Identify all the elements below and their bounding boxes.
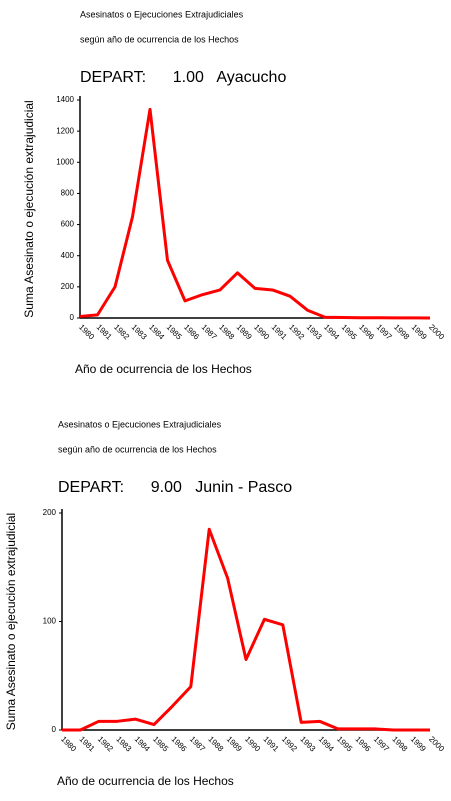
y-tick-label: 1000 bbox=[56, 157, 74, 166]
x-tick-label: 1980 bbox=[77, 323, 96, 342]
chart-subtitle: según año de ocurrencia de los Hechos bbox=[80, 34, 239, 44]
y-tick-label: 400 bbox=[61, 251, 75, 260]
data-line bbox=[62, 527, 430, 732]
y-axis-label: Suma Asesinato o ejecución extrajudicial bbox=[22, 100, 36, 317]
x-tick-label: 1987 bbox=[188, 735, 207, 754]
y-tick-label: 200 bbox=[43, 508, 57, 517]
x-tick-label: 1997 bbox=[375, 323, 394, 342]
x-tick-label: 1985 bbox=[165, 323, 184, 342]
x-tick-label: 1993 bbox=[305, 323, 324, 342]
chart-heading: DEPART: 1.00 Ayacucho bbox=[80, 69, 286, 86]
y-tick-label: 800 bbox=[61, 189, 75, 198]
x-tick-label: 1980 bbox=[59, 735, 78, 754]
x-tick-label: 1990 bbox=[252, 323, 271, 342]
x-tick-label: 1996 bbox=[353, 735, 372, 754]
x-tick-label: 1985 bbox=[151, 735, 170, 754]
x-axis-label: Año de ocurrencia de los Hechos bbox=[75, 362, 252, 376]
x-tick-label: 1989 bbox=[225, 735, 244, 754]
x-tick-label: 1995 bbox=[340, 323, 359, 342]
x-tick-label: 1998 bbox=[392, 323, 411, 342]
data-line bbox=[79, 107, 431, 320]
x-tick-label: 1995 bbox=[335, 735, 354, 754]
x-tick-label: 1999 bbox=[410, 323, 429, 342]
x-tick-label: 1989 bbox=[235, 323, 254, 342]
x-tick-label: 1983 bbox=[130, 323, 149, 342]
x-tick-label: 1984 bbox=[133, 735, 152, 754]
x-tick-label: 1993 bbox=[298, 735, 317, 754]
x-tick-label: 1982 bbox=[96, 735, 115, 754]
y-tick-label: 1200 bbox=[56, 126, 74, 135]
y-tick-label: 0 bbox=[70, 313, 75, 322]
x-tick-label: 1997 bbox=[372, 735, 391, 754]
x-tick-label: 1990 bbox=[243, 735, 262, 754]
x-tick-label: 1982 bbox=[112, 323, 131, 342]
y-tick-label: 200 bbox=[61, 282, 75, 291]
x-tick-label: 1996 bbox=[357, 323, 376, 342]
x-tick-label: 1983 bbox=[114, 735, 133, 754]
y-tick-label: 1400 bbox=[56, 95, 74, 104]
y-tick-label: 0 bbox=[52, 725, 57, 734]
y-tick-label: 100 bbox=[43, 617, 57, 626]
x-tick-label: 1998 bbox=[390, 735, 409, 754]
x-tick-label: 1991 bbox=[261, 735, 280, 754]
x-tick-label: 1988 bbox=[217, 323, 236, 342]
x-tick-label: 1986 bbox=[182, 323, 201, 342]
x-tick-label: 1992 bbox=[280, 735, 299, 754]
chart-heading: DEPART: 9.00 Junin - Pasco bbox=[58, 479, 292, 496]
x-tick-label: 1984 bbox=[147, 323, 166, 342]
x-tick-label: 1994 bbox=[317, 735, 336, 754]
chart-title: Asesinatos o Ejecuciones Extrajudiciales bbox=[80, 9, 244, 19]
x-tick-label: 2000 bbox=[427, 735, 446, 754]
x-tick-label: 1991 bbox=[270, 323, 289, 342]
y-tick-label: 600 bbox=[61, 220, 75, 229]
x-tick-label: 1987 bbox=[200, 323, 219, 342]
x-tick-label: 1981 bbox=[77, 735, 96, 754]
x-tick-label: 1994 bbox=[322, 323, 341, 342]
chart-subtitle: según año de ocurrencia de los Hechos bbox=[58, 444, 217, 454]
x-tick-label: 1988 bbox=[206, 735, 225, 754]
x-tick-label: 1986 bbox=[169, 735, 188, 754]
x-tick-label: 2000 bbox=[427, 323, 446, 342]
x-axis-label: Año de ocurrencia de los Hechos bbox=[57, 774, 234, 788]
x-tick-label: 1999 bbox=[409, 735, 428, 754]
y-axis-label: Suma Asesinato o ejecución extrajudicial bbox=[4, 513, 18, 730]
x-tick-label: 1981 bbox=[95, 323, 114, 342]
chart-title: Asesinatos o Ejecuciones Extrajudiciales bbox=[58, 419, 222, 429]
x-tick-label: 1992 bbox=[287, 323, 306, 342]
